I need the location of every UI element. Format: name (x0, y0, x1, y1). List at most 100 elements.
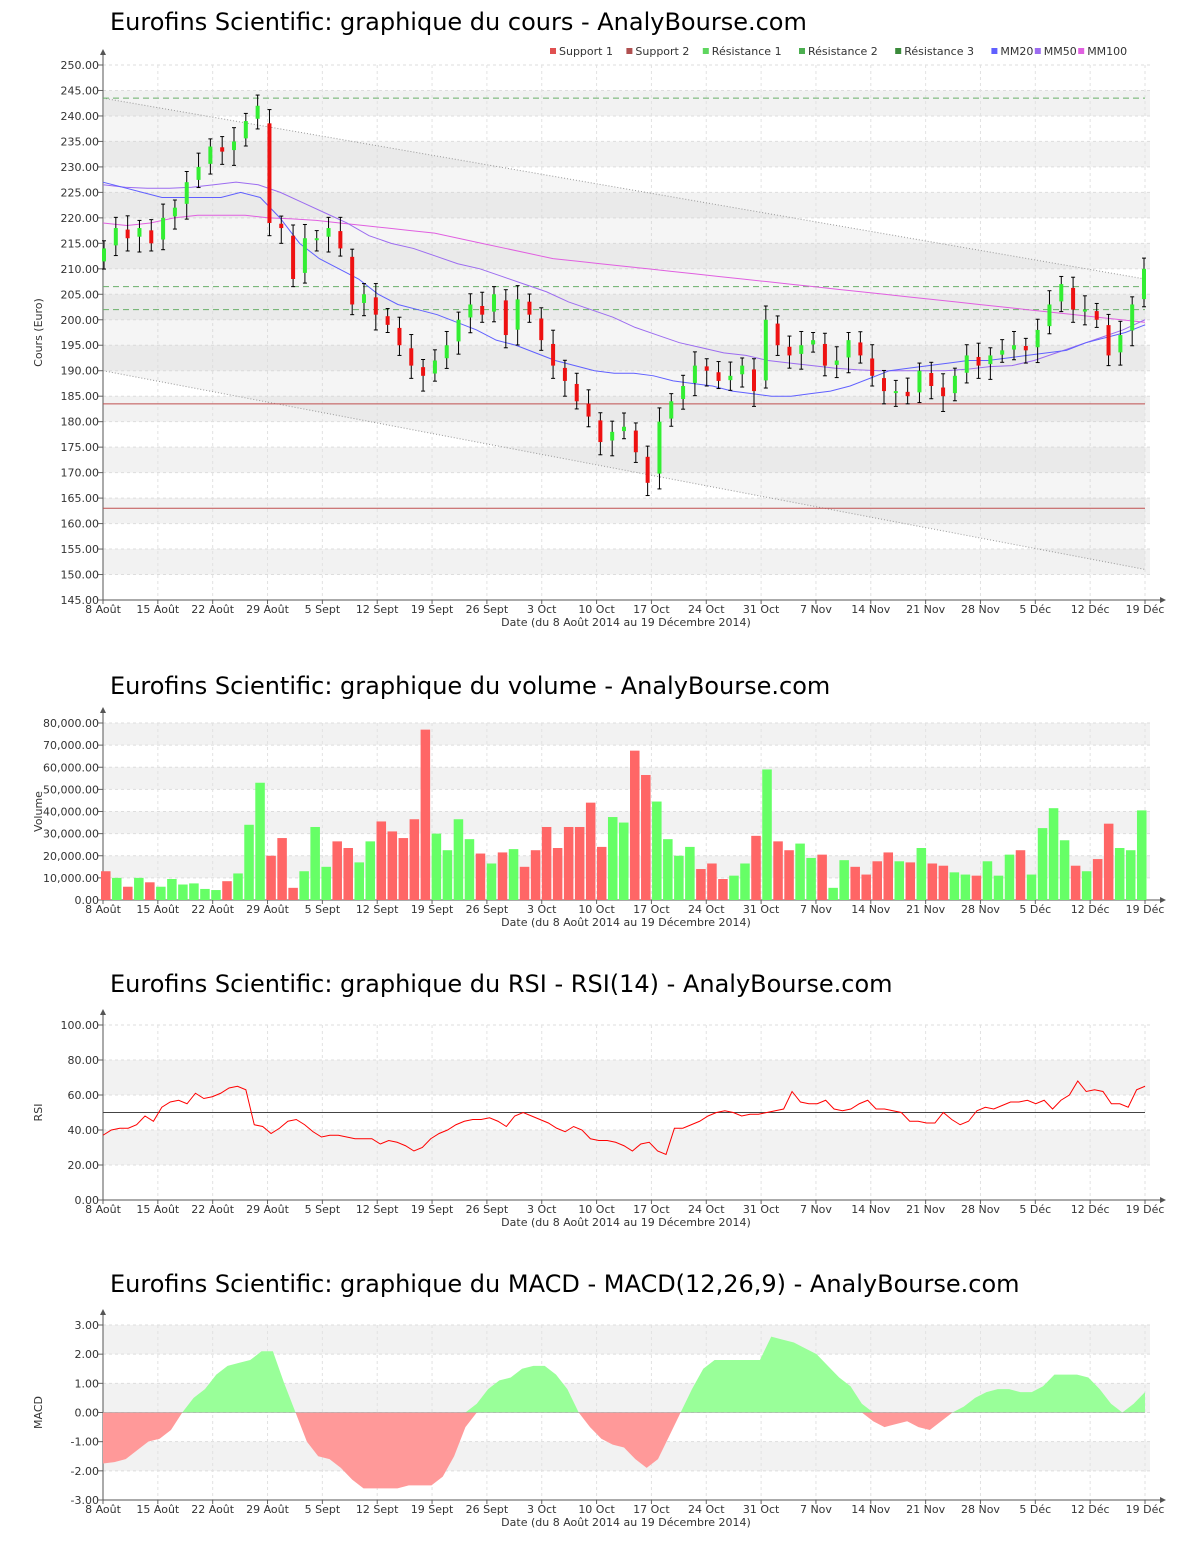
candle-up (846, 340, 851, 358)
volume-bar (718, 878, 728, 900)
candle-down (338, 231, 343, 249)
volume-bar (894, 861, 905, 900)
volume-bar (156, 886, 166, 900)
candle-down (752, 369, 756, 392)
price-y-tick-label: 160.00 (61, 518, 100, 531)
macd-y-tick-label: -3.00 (71, 1494, 99, 1507)
macd-negative-area (103, 1412, 1145, 1489)
volume-bar (751, 835, 761, 900)
candle-up (1035, 329, 1040, 348)
macd-x-tick-label: 5 Déc (1019, 1503, 1051, 1516)
macd-x-tick-label: 3 Oct (527, 1503, 557, 1516)
candle-up (184, 182, 189, 204)
candle-up (1047, 304, 1052, 327)
rsi-y-axis-arrow (100, 1009, 106, 1015)
price-y-tick-label: 245.00 (61, 84, 100, 97)
volume-bar (145, 882, 155, 900)
volume-bar (409, 819, 420, 900)
volume-bar (354, 862, 365, 900)
volume-bar (850, 866, 860, 900)
macd-y-tick-label: 3.00 (75, 1319, 100, 1332)
volume-bar (828, 887, 838, 900)
volume-x-tick-label: 12 Déc (1071, 903, 1110, 916)
volume-bar (167, 878, 177, 900)
volume-bar (321, 866, 331, 900)
volume-x-tick-label: 31 Oct (743, 903, 780, 916)
rsi-x-tick-label: 7 Nov (800, 1203, 832, 1216)
price-x-axis-arrow (1160, 597, 1166, 603)
price-x-tick-label: 8 Août (85, 603, 122, 616)
volume-bar (1037, 828, 1048, 900)
volume-x-tick-label: 29 Août (246, 903, 290, 916)
volume-y-tick-label: 70,000.00 (43, 739, 99, 752)
volume-bar (310, 826, 320, 900)
macd-x-tick-label: 14 Nov (851, 1503, 890, 1516)
volume-bar (288, 887, 298, 900)
price-y-tick-label: 200.00 (61, 314, 100, 327)
candle-down (633, 430, 638, 453)
candle-down (125, 229, 130, 239)
volume-bar (663, 839, 673, 900)
macd-x-tick-label: 24 Oct (688, 1503, 725, 1516)
candle-up (740, 365, 745, 375)
rsi-x-tick-label: 5 Déc (1019, 1203, 1051, 1216)
volume-y-tick-label: 60,000.00 (43, 761, 99, 774)
volume-bar (541, 826, 552, 900)
candle-down (1071, 287, 1076, 310)
candle-up (326, 228, 331, 237)
price-x-tick-label: 5 Sept (305, 603, 341, 616)
volume-chart: 0.00 10,000.00 20,000.00 30,000.00 40,000.00… (32, 707, 1166, 929)
price-x-tick-label: 17 Oct (633, 603, 670, 616)
candle-up (1059, 284, 1064, 302)
price-x-axis-title: Date (du 8 Août 2014 au 19 Décembre 2014… (501, 616, 751, 629)
candle-up (456, 319, 461, 342)
price-y-tick-label: 235.00 (61, 135, 100, 148)
macd-x-tick-label: 12 Déc (1071, 1503, 1110, 1516)
price-x-tick-label: 19 Déc (1126, 603, 1165, 616)
macd-x-tick-label: 29 Août (246, 1503, 290, 1516)
price-x-tick-label: 5 Déc (1019, 603, 1051, 616)
candle-up (1118, 335, 1123, 353)
candle-up (302, 238, 307, 273)
volume-bar (420, 729, 431, 900)
candle-down (882, 378, 886, 392)
rsi-x-tick-label: 28 Nov (961, 1203, 1000, 1216)
volume-bar (563, 826, 574, 900)
candle-down (586, 403, 591, 417)
volume-bar (696, 869, 706, 900)
volume-bar (916, 848, 927, 900)
rsi-y-tick-label: 20.00 (68, 1159, 100, 1172)
candle-down (373, 297, 378, 315)
volume-bar (574, 826, 585, 900)
price-x-tick-label: 28 Nov (961, 603, 1000, 616)
price-y-tick-label: 215.00 (61, 237, 100, 250)
macd-x-tick-label: 8 Août (85, 1503, 122, 1516)
candle-up (763, 319, 768, 381)
macd-y-axis-title: MACD (32, 1396, 45, 1429)
price-x-tick-label: 3 Oct (527, 603, 557, 616)
price-x-tick-label: 14 Nov (851, 603, 890, 616)
legend-item: Résistance 3 (895, 45, 974, 58)
macd-x-tick-label: 15 Août (136, 1503, 180, 1516)
macd-y-tick-label: 2.00 (75, 1348, 100, 1361)
volume-bar (817, 854, 827, 900)
candle-down (562, 367, 567, 381)
price-y-tick-label: 195.00 (61, 339, 100, 352)
rsi-x-axis-title: Date (du 8 Août 2014 au 19 Décembre 2014… (501, 1216, 751, 1229)
volume-bar (784, 850, 794, 900)
volume-grid-band (103, 767, 1150, 790)
rsi-y-axis-title: RSI (32, 1104, 45, 1122)
volume-x-tick-label: 19 Déc (1126, 903, 1165, 916)
volume-bar (949, 872, 960, 900)
price-x-tick-label: 26 Sept (466, 603, 509, 616)
price-grid-band (103, 141, 1150, 167)
legend-swatch (991, 48, 998, 54)
volume-bar (740, 863, 750, 900)
volume-bar (189, 883, 199, 900)
legend-swatch (626, 48, 633, 54)
volume-bar (993, 875, 1004, 900)
volume-bar (960, 874, 971, 900)
rsi-x-tick-label: 22 Août (191, 1203, 235, 1216)
volume-bar (453, 819, 464, 900)
legend-item: MM100 (1078, 45, 1127, 58)
